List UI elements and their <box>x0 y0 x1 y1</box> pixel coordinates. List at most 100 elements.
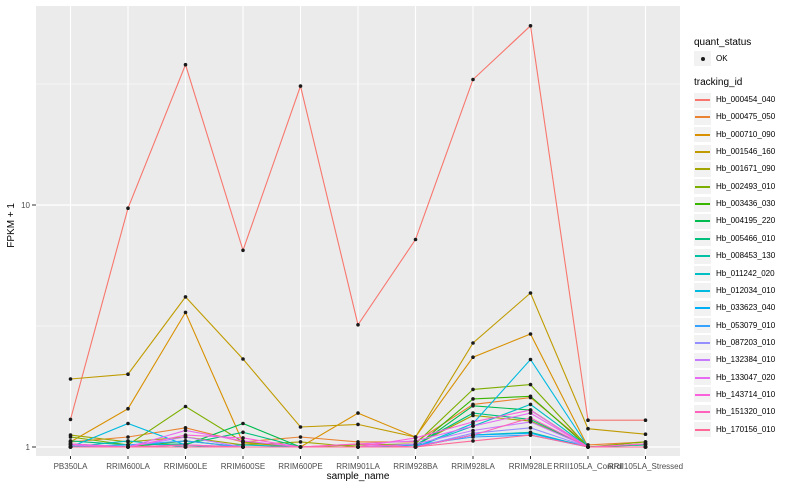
legend-swatch-line-icon <box>695 341 710 344</box>
data-point <box>471 397 475 401</box>
data-point <box>356 411 360 415</box>
data-point <box>643 432 648 437</box>
data-point <box>298 425 303 429</box>
legend-swatch-line-icon <box>695 393 710 396</box>
x-tick-label: RRIM600LE <box>163 462 208 471</box>
x-tick-label: RRIM600SE <box>220 462 266 471</box>
legend-item-label: Hb_000710_090 <box>716 129 776 139</box>
data-point <box>126 421 130 426</box>
legend-swatch-Hb_033623_040 <box>694 300 711 316</box>
legend-item-label: Hb_132384_010 <box>716 355 776 365</box>
legend-item-label: Hb_011242_020 <box>716 268 775 278</box>
legend-item-label: Hb_143714_010 <box>716 389 776 399</box>
data-point <box>183 426 188 430</box>
legend-swatch-line-icon <box>695 151 710 154</box>
legend-swatch-Hb_133047_020 <box>694 370 711 386</box>
data-point <box>471 77 475 82</box>
legend-swatch-Hb_000710_090 <box>694 127 711 143</box>
legend-item-label: Hb_012034_010 <box>716 285 776 295</box>
data-point <box>126 372 130 377</box>
x-axis-title: sample_name <box>326 471 390 482</box>
data-point <box>126 206 130 210</box>
data-point <box>528 408 533 412</box>
legend-swatch-line-icon <box>695 272 710 275</box>
data-point <box>241 439 245 443</box>
legend-swatch-Hb_008453_130 <box>694 248 711 264</box>
legend-swatch-Hb_012034_010 <box>694 283 711 299</box>
legend-item-label: Hb_133047_020 <box>716 372 776 382</box>
data-point <box>413 237 418 242</box>
legend-key-ok <box>694 51 711 66</box>
data-point <box>471 355 475 360</box>
data-point <box>528 426 533 430</box>
data-point <box>471 424 475 428</box>
legend-swatch-line-icon <box>695 324 710 327</box>
x-tick-label: RRIM901LA <box>336 462 380 471</box>
data-point <box>241 357 245 361</box>
legend-item-label: Hb_000454_040 <box>716 95 776 104</box>
legend-swatch-line-icon <box>695 428 710 431</box>
data-point <box>68 442 73 446</box>
data-point <box>356 442 360 446</box>
data-point <box>126 439 130 443</box>
legend-swatch-Hb_132384_010 <box>694 352 711 368</box>
data-point <box>183 310 188 315</box>
legend-item-label: Hb_003436_030 <box>716 199 776 209</box>
data-point <box>586 445 590 449</box>
legend-ok-label: OK <box>716 54 728 63</box>
legend-swatch-Hb_151320_010 <box>694 404 711 420</box>
data-point <box>356 445 360 449</box>
data-point <box>356 323 360 327</box>
data-point <box>471 404 475 408</box>
legend-swatch-Hb_002493_010 <box>694 179 711 195</box>
data-point <box>413 442 418 446</box>
data-point <box>241 430 245 435</box>
data-point <box>528 382 533 387</box>
data-point <box>528 433 533 437</box>
legend-swatch-line-icon <box>695 307 710 310</box>
legend-swatch-Hb_001671_090 <box>694 161 711 177</box>
data-point <box>413 439 418 443</box>
legend-swatch-line-icon <box>695 255 710 258</box>
data-point <box>356 422 360 427</box>
legend-swatch-Hb_087203_010 <box>694 335 711 351</box>
legend-swatch-line-icon <box>695 237 710 240</box>
data-point <box>298 84 303 88</box>
data-point <box>68 417 73 422</box>
data-point <box>298 445 303 449</box>
legend-item-label: Hb_170156_010 <box>716 424 776 434</box>
data-point <box>528 416 533 420</box>
data-point <box>528 411 533 415</box>
data-point <box>126 435 130 439</box>
legend-tracking-id-title: tracking_id <box>694 77 743 88</box>
x-tick-label: PB350LA <box>53 462 88 471</box>
y-tick-label: 1 <box>25 442 30 452</box>
data-point <box>241 421 245 426</box>
x-tick-label: RRIM600PE <box>278 462 323 471</box>
legend-swatch-line-icon <box>695 411 710 414</box>
data-point <box>471 433 475 437</box>
x-tick-label: RRIM928LE <box>508 462 553 471</box>
data-point <box>528 24 533 28</box>
data-point <box>471 411 475 415</box>
data-point <box>241 445 245 449</box>
legend-item-label: Hb_087203_010 <box>716 337 776 347</box>
data-point <box>528 357 533 362</box>
data-point <box>586 426 590 431</box>
data-point <box>68 445 73 449</box>
data-point <box>528 394 533 399</box>
data-point <box>643 445 648 449</box>
data-point <box>471 420 475 424</box>
data-point <box>471 387 475 392</box>
legend-swatch-Hb_143714_010 <box>694 387 711 403</box>
data-point <box>413 445 418 449</box>
legend-swatch-line-icon <box>695 289 710 292</box>
data-point <box>68 439 73 443</box>
legend-item-label: Hb_005466_010 <box>716 233 776 243</box>
legend-swatch-Hb_003436_030 <box>694 196 711 212</box>
data-point <box>528 291 533 295</box>
data-point <box>471 439 475 443</box>
legend-item-label: Hb_008453_130 <box>716 251 776 261</box>
data-point <box>413 436 418 440</box>
